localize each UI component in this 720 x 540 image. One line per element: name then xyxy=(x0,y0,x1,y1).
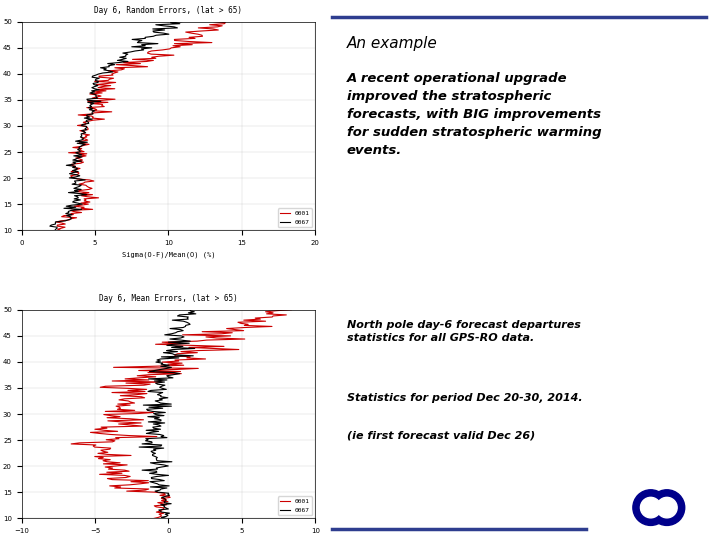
0067 xyxy=(155,507,163,513)
0001 xyxy=(150,515,158,522)
0001 xyxy=(52,219,60,225)
0067 xyxy=(128,36,137,43)
0067 xyxy=(178,18,186,25)
Line: 0067: 0067 xyxy=(50,22,182,231)
0067 xyxy=(50,227,59,234)
Circle shape xyxy=(633,490,668,525)
Text: (ie first forecast valid Dec 26): (ie first forecast valid Dec 26) xyxy=(347,431,535,441)
0067 xyxy=(74,188,83,195)
0001 xyxy=(210,18,218,25)
0067 xyxy=(67,214,76,221)
0001 xyxy=(240,324,249,330)
Text: An example: An example xyxy=(347,36,438,51)
Circle shape xyxy=(657,497,677,518)
0001 xyxy=(56,227,65,234)
0001 xyxy=(287,306,296,313)
Title: Day 6, Random Errors, (lat > 65): Day 6, Random Errors, (lat > 65) xyxy=(94,6,243,15)
Circle shape xyxy=(649,490,685,525)
0067 xyxy=(73,172,81,178)
Legend: 0001, 0067: 0001, 0067 xyxy=(278,496,312,515)
0067 xyxy=(51,219,60,225)
0067 xyxy=(156,476,164,483)
Line: 0001: 0001 xyxy=(71,309,292,518)
0001 xyxy=(150,503,158,509)
0067 xyxy=(186,306,195,313)
Line: 0067: 0067 xyxy=(139,309,196,518)
0001 xyxy=(108,476,117,483)
Circle shape xyxy=(641,497,661,518)
Title: Day 6, Mean Errors, (lat > 65): Day 6, Mean Errors, (lat > 65) xyxy=(99,294,238,303)
0001 xyxy=(170,36,179,43)
0067 xyxy=(146,460,155,466)
0001 xyxy=(72,214,81,221)
Text: A recent operational upgrade
improved the stratospheric
forecasts, with BIG impr: A recent operational upgrade improved th… xyxy=(347,72,601,157)
0067 xyxy=(161,503,169,509)
0067 xyxy=(179,324,187,330)
0001 xyxy=(72,188,81,195)
0001 xyxy=(181,29,190,35)
0067 xyxy=(168,317,176,323)
0001 xyxy=(157,507,166,513)
X-axis label: Sigma(O-F)/Mean(O) (%): Sigma(O-F)/Mean(O) (%) xyxy=(122,252,215,258)
Text: North pole day-6 forecast departures
statistics for all GPS-RO data.: North pole day-6 forecast departures sta… xyxy=(347,320,581,343)
0067 xyxy=(150,29,158,35)
Text: Statistics for period Dec 20-30, 2014.: Statistics for period Dec 20-30, 2014. xyxy=(347,393,582,403)
0001 xyxy=(72,172,81,178)
0067 xyxy=(162,515,171,522)
Line: 0001: 0001 xyxy=(56,22,225,231)
0001 xyxy=(240,317,248,323)
0001 xyxy=(116,460,125,466)
Legend: 0001, 0067: 0001, 0067 xyxy=(278,208,312,227)
